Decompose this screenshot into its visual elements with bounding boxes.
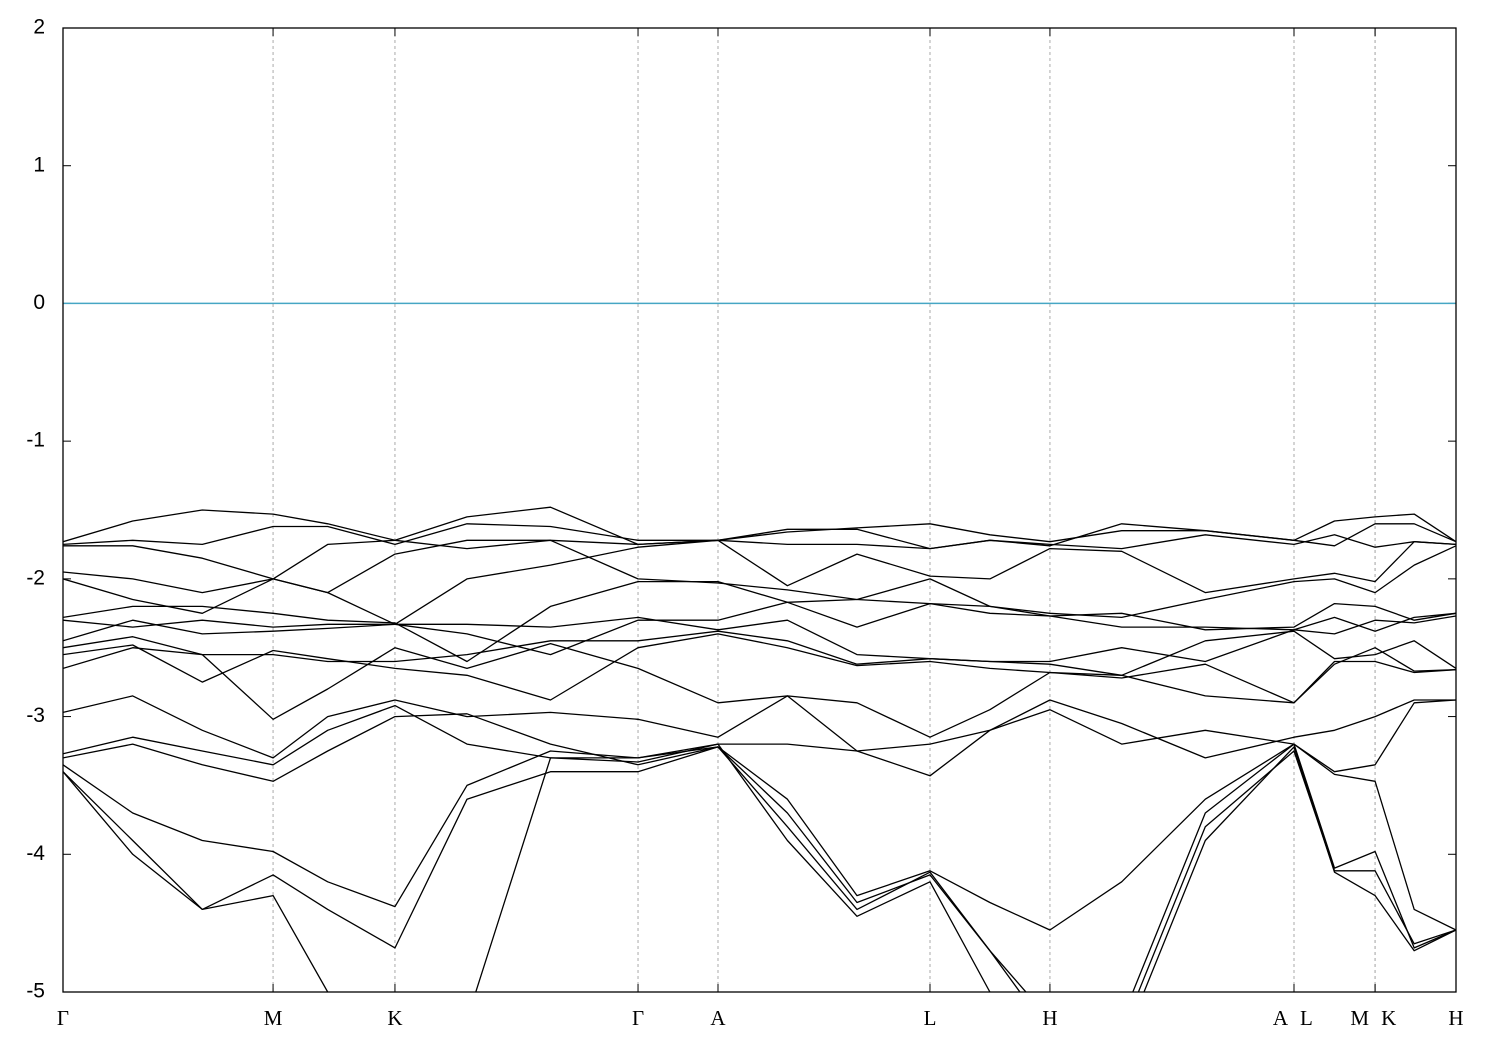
band-line xyxy=(63,523,1456,550)
band-line xyxy=(63,713,1456,931)
x-tick-label: M xyxy=(1350,1006,1369,1030)
band-line xyxy=(63,699,1456,773)
band-line xyxy=(63,630,1456,676)
plot-frame xyxy=(62,27,1457,993)
band-line xyxy=(63,578,1456,663)
band-line xyxy=(63,642,1456,738)
y-tick-label: -4 xyxy=(26,842,45,865)
band-line xyxy=(63,743,1456,992)
band-line xyxy=(63,506,1456,580)
y-tick-label: 1 xyxy=(33,153,45,176)
y-tick-label: 2 xyxy=(33,16,45,39)
x-tick-label: L xyxy=(924,1006,937,1030)
y-tick-label: 0 xyxy=(33,291,45,314)
x-tick-label: A xyxy=(710,1006,726,1030)
x-tick-label: Γ xyxy=(57,1006,69,1030)
band-line xyxy=(63,601,1456,656)
x-tick-label: A xyxy=(1273,1006,1289,1030)
band-line xyxy=(63,743,1456,992)
y-tick-label: -2 xyxy=(26,566,45,589)
x-tick-label: Γ xyxy=(632,1006,644,1030)
x-tick-label: H xyxy=(1042,1006,1057,1030)
band-line xyxy=(63,695,1456,777)
y-tick-label: -1 xyxy=(26,429,45,452)
band-line xyxy=(63,615,1456,663)
x-tick-label: K xyxy=(387,1006,402,1030)
y-tick-label: -3 xyxy=(26,704,45,727)
x-tick-label: L xyxy=(1300,1006,1313,1030)
x-tick-label: H xyxy=(1448,1006,1463,1030)
x-tick-label: M xyxy=(264,1006,283,1030)
band-line xyxy=(63,539,1456,619)
bands xyxy=(63,506,1456,992)
x-tick-label: K xyxy=(1381,1006,1396,1030)
band-line xyxy=(63,633,1456,704)
y-tick-label: -5 xyxy=(26,980,45,1003)
